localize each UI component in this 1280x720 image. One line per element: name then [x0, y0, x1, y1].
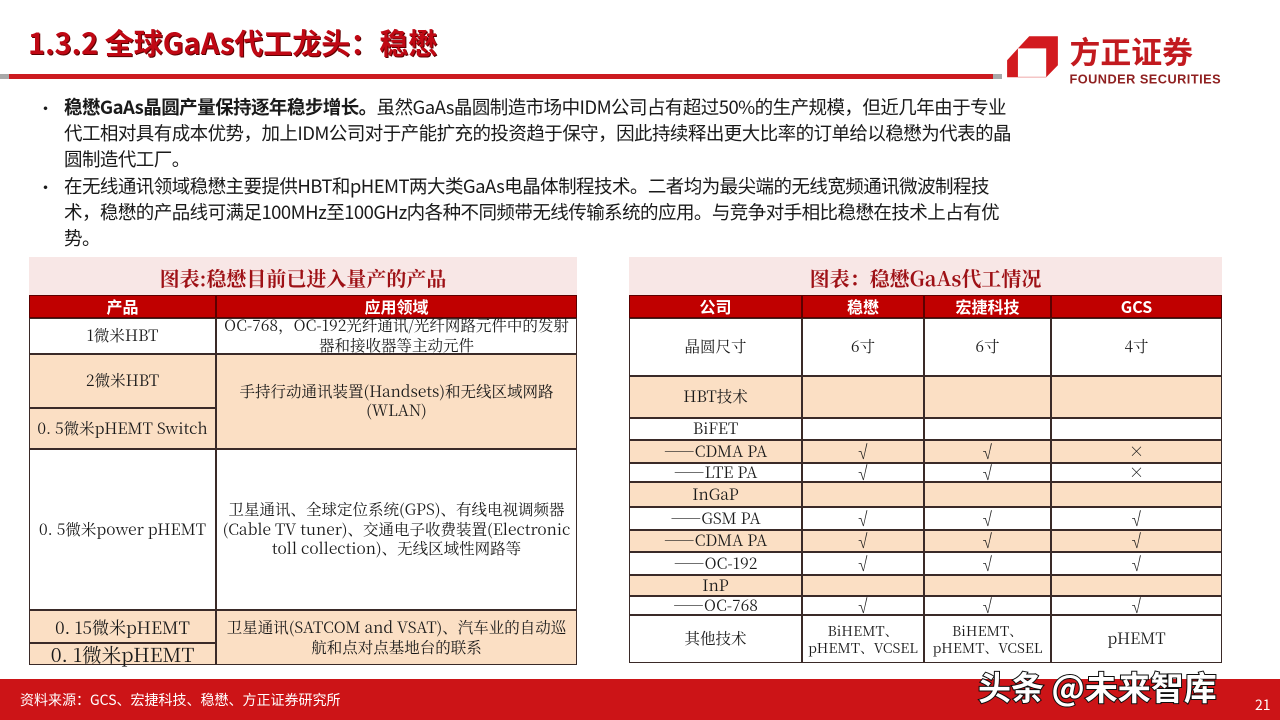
svg-text:FOUNDER SECURITIES: FOUNDER SECURITIES	[1069, 72, 1221, 84]
svg-text:方正证券: 方正证券	[1069, 27, 1193, 72]
